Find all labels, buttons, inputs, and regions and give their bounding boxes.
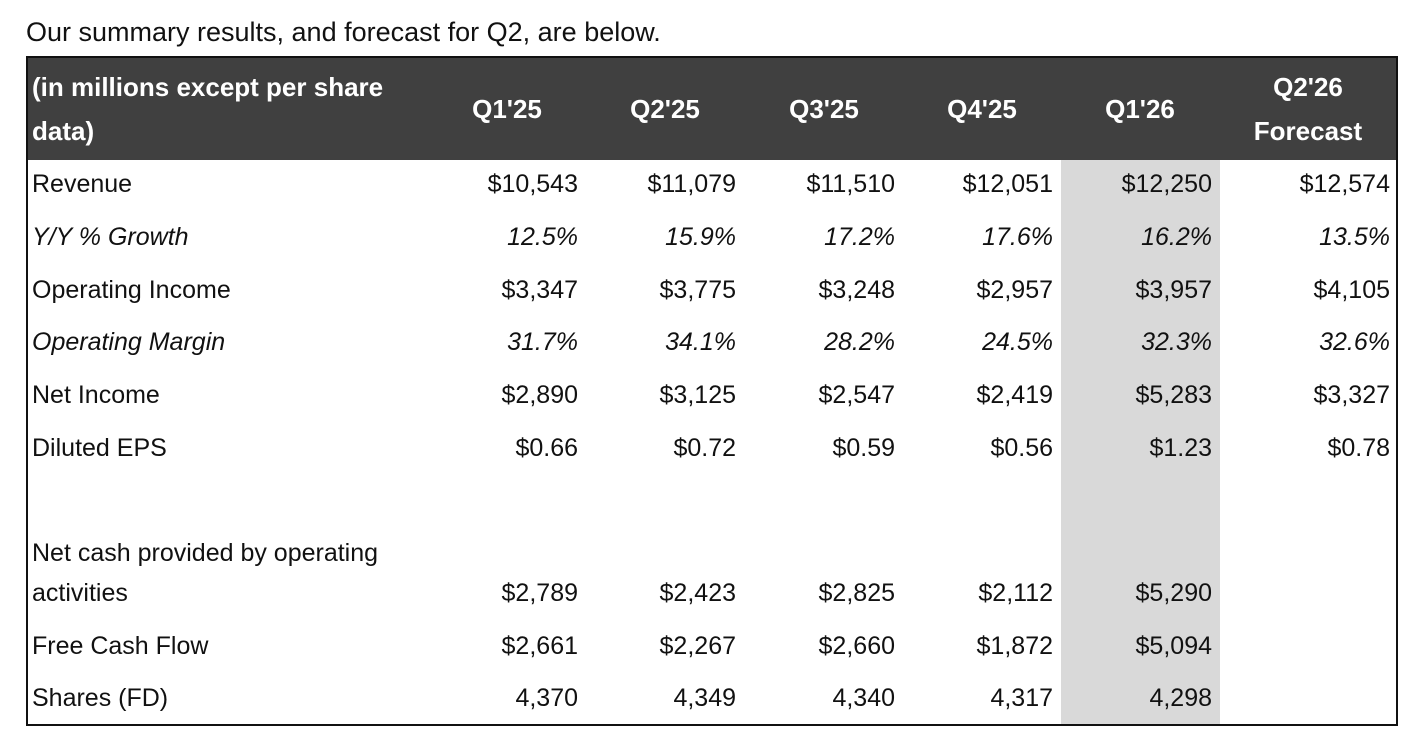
cell-q3-25: $11,510 bbox=[806, 170, 895, 198]
row-label-line2: activities bbox=[32, 579, 128, 607]
cell-q2-26-forecast: $4,105 bbox=[1313, 276, 1390, 304]
header-q1-26: Q1'26 bbox=[1105, 94, 1175, 124]
highlighted-column-q1-26 bbox=[1061, 160, 1220, 724]
header-label-line2: data) bbox=[32, 116, 95, 146]
cell-q1-25: 31.7% bbox=[507, 328, 578, 356]
row-label: Diluted EPS bbox=[32, 434, 167, 462]
cell-q2-25: $11,079 bbox=[647, 170, 736, 198]
header-q2-25: Q2'25 bbox=[630, 94, 700, 124]
cell-q3-25: 4,340 bbox=[832, 684, 895, 712]
cell-q1-26: $5,290 bbox=[1135, 579, 1212, 607]
cell-q1-26: $3,957 bbox=[1135, 276, 1212, 304]
cell-q2-25: $2,423 bbox=[659, 579, 736, 607]
table-header: (in millions except per share data) Q1'2… bbox=[28, 58, 1396, 160]
cell-q4-25: $2,112 bbox=[978, 579, 1053, 607]
row-label: Shares (FD) bbox=[32, 684, 169, 712]
cell-q2-26-forecast: $3,327 bbox=[1313, 381, 1390, 409]
cell-q2-26-forecast: $12,574 bbox=[1299, 170, 1390, 198]
cell-q1-26: $5,283 bbox=[1135, 381, 1212, 409]
header-label-line1: (in millions except per share bbox=[32, 72, 384, 102]
cell-q3-25: $2,825 bbox=[818, 579, 895, 607]
cell-q1-25: $2,890 bbox=[501, 381, 578, 409]
cell-q3-25: $2,547 bbox=[818, 381, 895, 409]
header-q3-25: Q3'25 bbox=[789, 94, 859, 124]
cell-q2-26-forecast: 13.5% bbox=[1319, 223, 1390, 251]
row-label: Operating Income bbox=[32, 276, 231, 304]
row-label: Operating Margin bbox=[32, 328, 226, 356]
cell-q4-25: $2,957 bbox=[976, 276, 1053, 304]
cell-q4-25: $2,419 bbox=[976, 381, 1053, 409]
cell-q2-25: 4,349 bbox=[673, 684, 736, 712]
cell-q1-26: $1.23 bbox=[1149, 434, 1212, 462]
cell-q3-25: $0.59 bbox=[832, 434, 895, 462]
cell-q1-25: $0.66 bbox=[515, 434, 578, 462]
header-q4-25: Q4'25 bbox=[947, 94, 1017, 124]
cell-q3-25: 28.2% bbox=[824, 328, 895, 356]
cell-q3-25: 17.2% bbox=[824, 223, 895, 251]
cell-q1-25: $3,347 bbox=[501, 276, 578, 304]
cell-q1-26: $5,094 bbox=[1135, 632, 1212, 660]
cell-q1-25: $2,661 bbox=[501, 632, 578, 660]
cell-q1-26: 16.2% bbox=[1141, 223, 1212, 251]
row-label: Revenue bbox=[32, 170, 133, 198]
cell-q1-26: 4,298 bbox=[1149, 684, 1212, 712]
header-forecast-line2: Forecast bbox=[1253, 116, 1363, 146]
cell-q2-25: $0.72 bbox=[673, 434, 736, 462]
cell-q2-25: 15.9% bbox=[665, 223, 736, 251]
cell-q2-25: $2,267 bbox=[659, 632, 736, 660]
cell-q1-25: 12.5% bbox=[507, 223, 578, 251]
cell-q2-26-forecast: $0.78 bbox=[1327, 434, 1390, 462]
row-label: Net Income bbox=[32, 381, 160, 409]
cell-q2-25: 34.1% bbox=[665, 328, 736, 356]
row-label: Free Cash Flow bbox=[32, 632, 209, 660]
header-q2-26-forecast: Q2'26 Forecast bbox=[1228, 58, 1388, 160]
cell-q4-25: $0.56 bbox=[990, 434, 1053, 462]
cell-q2-25: $3,775 bbox=[659, 276, 736, 304]
cell-q4-25: 4,317 bbox=[990, 684, 1053, 712]
header-q1-25: Q1'25 bbox=[472, 94, 542, 124]
row-label-line1: Net cash provided by operating bbox=[32, 539, 379, 567]
summary-table: (in millions except per share data) Q1'2… bbox=[26, 56, 1398, 726]
cell-q2-25: $3,125 bbox=[659, 381, 736, 409]
cell-q4-25: $1,872 bbox=[976, 632, 1053, 660]
cell-q4-25: 24.5% bbox=[982, 328, 1053, 356]
cell-q1-25: $10,543 bbox=[487, 170, 578, 198]
row-label: Y/Y % Growth bbox=[32, 223, 189, 251]
cell-q4-25: 17.6% bbox=[982, 223, 1053, 251]
intro-text: Our summary results, and forecast for Q2… bbox=[26, 17, 661, 47]
header-forecast-line1: Q2'26 bbox=[1273, 72, 1343, 102]
header-label-cell: (in millions except per share data) bbox=[32, 58, 432, 160]
cell-q4-25: $12,051 bbox=[962, 170, 1053, 198]
cell-q2-26-forecast: 32.6% bbox=[1319, 328, 1390, 356]
cell-q1-26: 32.3% bbox=[1141, 328, 1212, 356]
cell-q1-25: $2,789 bbox=[501, 579, 578, 607]
cell-q3-25: $2,660 bbox=[818, 632, 895, 660]
cell-q1-25: 4,370 bbox=[515, 684, 578, 712]
cell-q3-25: $3,248 bbox=[818, 276, 895, 304]
cell-q1-26: $12,250 bbox=[1121, 170, 1212, 198]
